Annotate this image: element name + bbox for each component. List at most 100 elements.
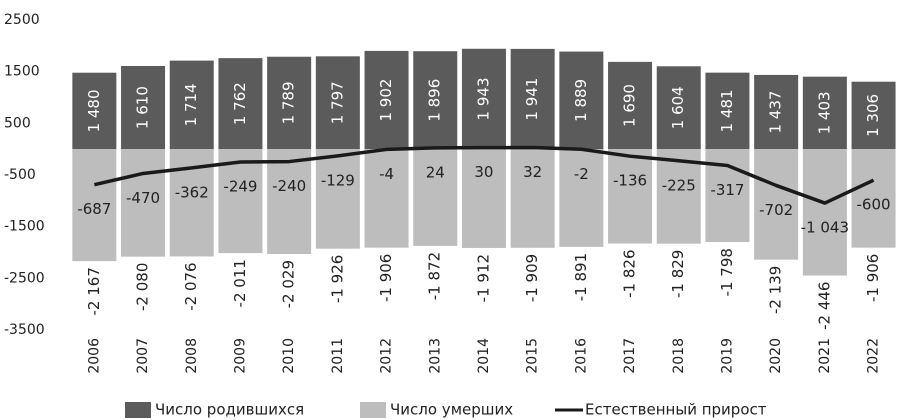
x-tick-label: 2013 xyxy=(427,338,443,374)
line-value-label: 32 xyxy=(523,163,542,181)
bar-value-label: 1 480 xyxy=(85,89,103,132)
bar xyxy=(267,56,312,150)
bar xyxy=(851,81,896,150)
x-tick-label: 2010 xyxy=(281,338,297,374)
y-tick-label: 1500 xyxy=(4,64,40,80)
bar xyxy=(364,149,409,248)
legend-label: Естественный прирост xyxy=(585,401,767,419)
line-value-label: -136 xyxy=(613,172,647,190)
bar xyxy=(559,51,604,150)
legend-swatch xyxy=(125,402,151,418)
bar xyxy=(802,76,847,150)
bar xyxy=(218,149,263,254)
bar-value-label: 1 714 xyxy=(182,83,200,126)
line-value-label: 24 xyxy=(426,163,445,181)
line-value-label: -2 xyxy=(574,165,589,183)
bar xyxy=(656,149,701,244)
bar xyxy=(754,149,799,260)
line-value-label: -249 xyxy=(223,178,257,196)
line-value-label: -225 xyxy=(662,176,696,194)
bar xyxy=(656,66,701,150)
bar-value-label: -1 798 xyxy=(718,248,736,296)
line-value-label: -1 043 xyxy=(801,219,849,237)
bar xyxy=(72,72,117,150)
y-tick-label: 2500 xyxy=(4,12,40,28)
bar-value-label: -2 029 xyxy=(280,260,298,308)
bar-value-label: 1 403 xyxy=(815,91,833,134)
line xyxy=(93,145,875,205)
x-tick-label: 2012 xyxy=(379,338,395,374)
bar-value-label: 1 789 xyxy=(280,81,298,124)
bar-value-label: -1 926 xyxy=(328,255,346,303)
bar-value-label: -2 167 xyxy=(85,267,103,315)
bar xyxy=(413,51,458,150)
bar-value-label: -1 826 xyxy=(621,250,639,298)
x-tick-label: 2018 xyxy=(671,338,687,374)
bar xyxy=(754,74,799,150)
bar-value-label: 1 481 xyxy=(718,89,736,132)
legend-label: Число родившихся xyxy=(155,401,304,419)
y-tick-label: -3500 xyxy=(4,322,45,338)
bar-value-label: 1 896 xyxy=(426,79,444,122)
line-value-label: -600 xyxy=(857,196,891,214)
bar xyxy=(267,149,312,254)
x-tick-label: 2016 xyxy=(573,338,589,374)
x-tick-label: 2014 xyxy=(476,338,492,374)
bar-value-label: -1 912 xyxy=(474,254,492,302)
bar-value-label: 1 437 xyxy=(767,91,785,134)
bar xyxy=(121,149,166,257)
bar xyxy=(705,72,750,150)
bar xyxy=(364,50,409,150)
line-value-label: -687 xyxy=(77,200,111,218)
bar xyxy=(315,56,360,150)
line-value-label: 30 xyxy=(474,163,493,181)
bar-value-label: -1 909 xyxy=(523,254,541,302)
legend-label: Число умерших xyxy=(390,401,513,419)
x-tick-label: 2007 xyxy=(135,338,151,374)
x-tick-label: 2019 xyxy=(719,338,735,374)
bar-value-label: -2 011 xyxy=(231,259,249,307)
bar-value-label: 1 902 xyxy=(377,79,395,122)
x-tick-label: 2006 xyxy=(86,338,102,374)
bar-value-label: -2 446 xyxy=(815,282,833,330)
bar xyxy=(218,58,263,150)
line-value-label: -317 xyxy=(710,181,744,199)
bar-value-label: -1 906 xyxy=(377,254,395,302)
bar xyxy=(413,149,458,246)
bar xyxy=(608,149,653,244)
bar-value-label: 1 610 xyxy=(134,86,152,129)
line-value-label: -129 xyxy=(321,171,355,189)
bar-value-label: -1 906 xyxy=(864,254,882,302)
bar-value-label: 1 941 xyxy=(523,78,541,121)
bar-value-label: 1 889 xyxy=(572,79,590,122)
y-tick-label: 500 xyxy=(4,115,31,131)
bar-value-label: -1 891 xyxy=(572,253,590,301)
bar xyxy=(461,149,506,248)
x-tick-label: 2009 xyxy=(232,338,248,374)
bar xyxy=(315,149,360,249)
bar-value-label: 1 690 xyxy=(621,84,639,127)
bar xyxy=(802,149,847,276)
x-tick-label: 2008 xyxy=(184,338,200,374)
bar-value-label: -1 829 xyxy=(669,250,687,298)
x-tick-label: 2022 xyxy=(866,338,882,374)
bar xyxy=(72,149,117,262)
bar-value-label: -2 080 xyxy=(134,263,152,311)
x-tick-label: 2015 xyxy=(525,338,541,374)
line-value-label: -362 xyxy=(175,183,209,201)
line-value-label: -240 xyxy=(272,177,306,195)
bar xyxy=(510,149,555,248)
bar xyxy=(608,61,653,150)
line-value-label: -702 xyxy=(759,201,793,219)
x-tick-label: 2011 xyxy=(330,338,346,374)
bar-value-label: -2 139 xyxy=(767,266,785,314)
bar-value-label: -1 872 xyxy=(426,252,444,300)
bar-value-label: 1 604 xyxy=(669,86,687,129)
line-value-label: -470 xyxy=(126,189,160,207)
x-tick-label: 2020 xyxy=(768,338,784,374)
bar xyxy=(559,149,604,247)
bar-value-label: -2 076 xyxy=(182,262,200,310)
bar xyxy=(121,65,166,150)
x-tick-label: 2021 xyxy=(817,338,833,374)
